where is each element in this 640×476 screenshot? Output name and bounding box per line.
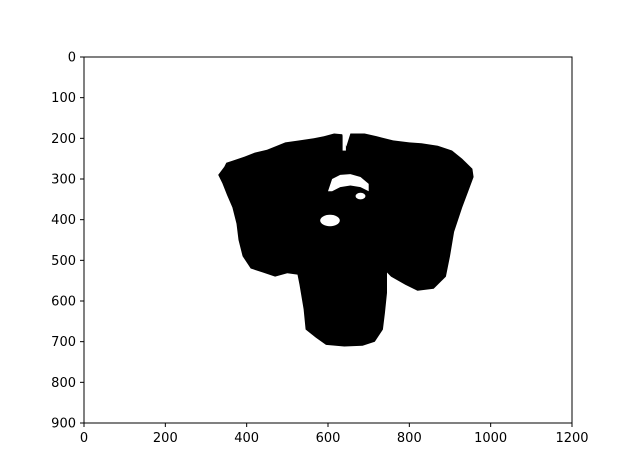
mask-holes — [320, 192, 366, 227]
y-tick-label: 500 — [51, 254, 76, 269]
x-tick-label: 200 — [153, 431, 178, 446]
mask-notch-gap — [328, 174, 369, 192]
y-tick-label: 600 — [51, 295, 76, 310]
y-axis: 0 100 200 300 400 500 600 700 800 900 — [51, 51, 84, 432]
mask-shape — [218, 133, 474, 347]
y-tick-label: 0 — [68, 51, 76, 66]
mask-hole-1 — [320, 214, 340, 227]
x-axis: 0 200 400 600 800 1000 1200 — [80, 423, 589, 446]
y-tick-label: 400 — [51, 213, 76, 228]
x-tick-label: 400 — [234, 431, 259, 446]
x-tick-label: 1200 — [555, 431, 588, 446]
plot-area — [83, 56, 573, 424]
y-tick-label: 900 — [51, 417, 76, 432]
x-tick-label: 0 — [80, 431, 88, 446]
y-tick-label: 800 — [51, 376, 76, 391]
x-tick-label: 1000 — [474, 431, 507, 446]
y-tick-label: 700 — [51, 335, 76, 350]
y-tick-label: 300 — [51, 173, 76, 188]
x-tick-label: 800 — [397, 431, 422, 446]
y-tick-label: 200 — [51, 132, 76, 147]
mask-hole-2 — [355, 192, 366, 200]
x-tick-label: 600 — [316, 431, 341, 446]
y-tick-label: 100 — [51, 91, 76, 106]
mask-top-slit — [342, 133, 346, 151]
